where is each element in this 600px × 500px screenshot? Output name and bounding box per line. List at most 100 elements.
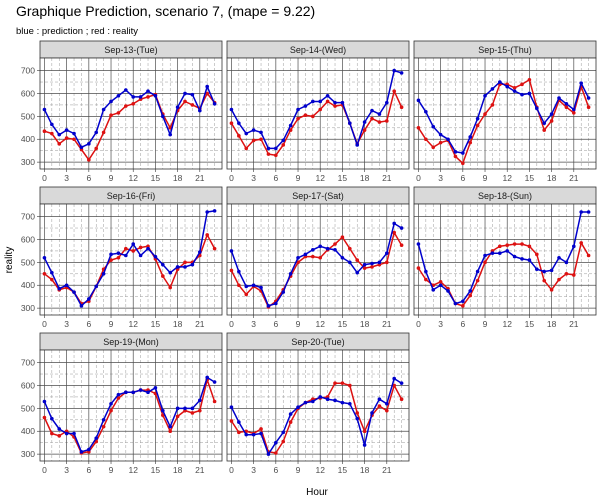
reality-point xyxy=(505,243,510,247)
x-tick-label: 21 xyxy=(382,173,392,183)
x-tick-label: 15 xyxy=(525,319,535,329)
reality-point xyxy=(527,77,532,82)
reality-point xyxy=(520,82,524,87)
panel-border xyxy=(226,57,410,170)
reality-point xyxy=(399,243,404,247)
x-tick-label: 18 xyxy=(360,465,370,475)
reality-point xyxy=(229,419,234,423)
y-tick-label: 600 xyxy=(21,234,35,244)
reality-point xyxy=(131,249,136,253)
reality-point xyxy=(190,411,195,415)
reality-point xyxy=(229,121,234,126)
prediction-point xyxy=(362,262,367,267)
prediction-point xyxy=(431,124,436,129)
prediction-point xyxy=(72,290,76,294)
x-tick-label: 0 xyxy=(229,173,234,183)
reality-point xyxy=(259,427,263,431)
facet-panel: Sep-14-(Wed) 0 3 6 9 12 15 18 21 xyxy=(226,40,410,183)
prediction-point xyxy=(549,268,554,273)
prediction-point xyxy=(377,112,382,116)
prediction-point xyxy=(229,107,234,112)
reality-point xyxy=(399,397,404,402)
prediction-point xyxy=(237,420,241,424)
prediction-point xyxy=(138,95,143,99)
prediction-point xyxy=(296,405,300,410)
prediction-point xyxy=(542,121,547,126)
prediction-point xyxy=(50,270,54,275)
reality-point xyxy=(281,143,286,147)
prediction-point xyxy=(146,390,150,395)
prediction-point xyxy=(79,145,84,150)
y-tick-label: 400 xyxy=(21,134,35,144)
reality-point xyxy=(333,242,337,246)
prediction-point xyxy=(50,122,54,127)
reality-point xyxy=(168,285,173,290)
reality-point xyxy=(274,451,278,455)
prediction-point xyxy=(370,261,374,266)
prediction-point xyxy=(446,137,450,142)
prediction-point xyxy=(109,252,113,257)
facet-panel: Sep-18-(Sun) 0 3 6 9 12 15 18 21 xyxy=(413,186,597,329)
reality-point xyxy=(101,424,106,429)
prediction-point xyxy=(468,289,473,293)
reality-point xyxy=(116,396,121,400)
prediction-point xyxy=(303,400,308,405)
prediction-point xyxy=(377,260,382,265)
prediction-point xyxy=(72,431,76,436)
prediction-point xyxy=(399,381,404,385)
prediction-point xyxy=(572,244,576,249)
prediction-point xyxy=(146,246,150,251)
reality-point xyxy=(87,158,91,162)
x-tick-label: 18 xyxy=(360,173,370,183)
prediction-point xyxy=(579,81,584,85)
reality-point xyxy=(94,146,99,151)
prediction-point xyxy=(237,121,241,126)
reality-point xyxy=(586,105,591,110)
prediction-point xyxy=(229,405,234,410)
prediction-point xyxy=(175,406,180,411)
x-tick-label: 9 xyxy=(109,319,114,329)
prediction-point xyxy=(281,290,286,294)
reality-point xyxy=(237,134,241,138)
prediction-point xyxy=(512,89,517,93)
prediction-point xyxy=(385,401,389,406)
reality-point xyxy=(42,272,47,276)
prediction-point xyxy=(237,269,241,274)
prediction-point xyxy=(424,109,428,114)
prediction-point xyxy=(333,398,337,403)
prediction-point xyxy=(153,385,158,390)
facet-panel: Sep-16-(Fri) 300 400 500 600 700 0 3 6 9 12 15 18 21 xyxy=(21,186,223,329)
prediction-point xyxy=(355,143,360,147)
prediction-point xyxy=(244,131,249,136)
prediction-point xyxy=(483,93,487,98)
prediction-point xyxy=(475,269,480,274)
prediction-point xyxy=(116,392,121,397)
reality-point xyxy=(416,266,421,270)
reality-point xyxy=(370,265,374,269)
prediction-point xyxy=(424,269,428,274)
chart-title: Graphique Prediction, scenario 7, (mape … xyxy=(16,3,315,19)
reality-point xyxy=(50,277,54,282)
reality-point xyxy=(318,107,323,112)
reality-point xyxy=(586,253,591,258)
facet-panel: Sep-20-(Tue) 0 3 6 9 12 15 18 21 xyxy=(226,332,410,475)
prediction-point xyxy=(498,80,502,84)
reality-point xyxy=(438,280,443,284)
reality-point xyxy=(311,254,315,259)
x-tick-label: 15 xyxy=(151,319,161,329)
prediction-point xyxy=(274,440,278,445)
prediction-point xyxy=(244,284,249,289)
prediction-point xyxy=(281,430,286,435)
x-tick-label: 12 xyxy=(128,319,138,329)
reality-point xyxy=(57,434,62,438)
x-tick-label: 21 xyxy=(195,319,205,329)
reality-point xyxy=(453,154,458,159)
x-tick-label: 9 xyxy=(296,465,301,475)
panel-background xyxy=(414,58,596,169)
prediction-point xyxy=(348,401,352,406)
prediction-point xyxy=(124,88,128,92)
prediction-point xyxy=(377,397,382,402)
reality-point xyxy=(109,113,113,118)
prediction-point xyxy=(483,253,487,258)
x-tick-label: 12 xyxy=(128,465,138,475)
